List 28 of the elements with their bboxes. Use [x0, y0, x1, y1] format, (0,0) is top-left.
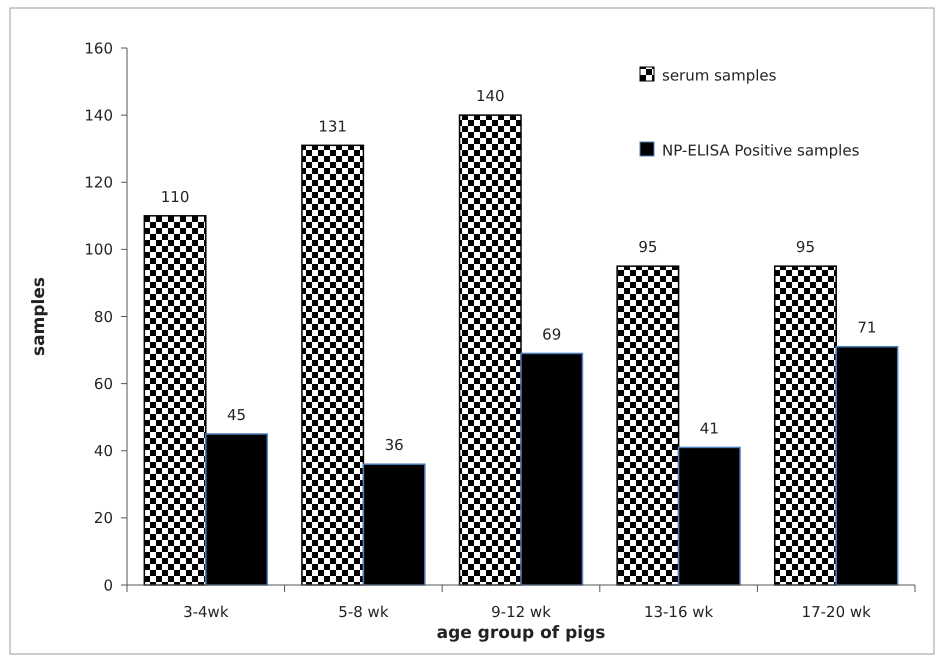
y-tick-label: 60 — [94, 374, 113, 393]
x-tick-label: 3-4wk — [183, 603, 229, 621]
x-tick-label: 5-8 wk — [338, 603, 389, 621]
y-tick-label: 80 — [94, 308, 113, 326]
x-tick-label: 9-12 wk — [491, 603, 552, 621]
legend-label: NP-ELISA Positive samples — [662, 141, 860, 160]
y-tick-label: 0 — [103, 576, 113, 594]
x-axis-title: age group of pigs — [436, 623, 606, 643]
y-axis-title: samples — [29, 277, 49, 356]
y-tick-label: 160 — [84, 39, 113, 58]
data-label: 41 — [700, 419, 719, 438]
data-label: 110 — [160, 188, 190, 206]
data-label: 131 — [318, 117, 347, 136]
data-label: 69 — [542, 325, 562, 344]
y-tick-label: 120 — [84, 174, 113, 192]
x-tick-label: 13-16 wk — [644, 603, 714, 621]
y-tick-label: 140 — [84, 106, 113, 124]
data-label: 36 — [384, 436, 404, 454]
data-label: 140 — [476, 87, 505, 106]
y-tick-label: 40 — [94, 442, 113, 460]
data-label: 95 — [796, 238, 816, 256]
x-tick-label: 17-20 wk — [802, 603, 872, 621]
legend-label: serum samples — [662, 66, 777, 84]
data-label: 45 — [226, 406, 246, 424]
y-tick-label: 20 — [94, 509, 113, 528]
data-label: 71 — [857, 318, 876, 337]
y-tick-label: 100 — [84, 240, 113, 259]
data-label: 95 — [638, 238, 658, 256]
